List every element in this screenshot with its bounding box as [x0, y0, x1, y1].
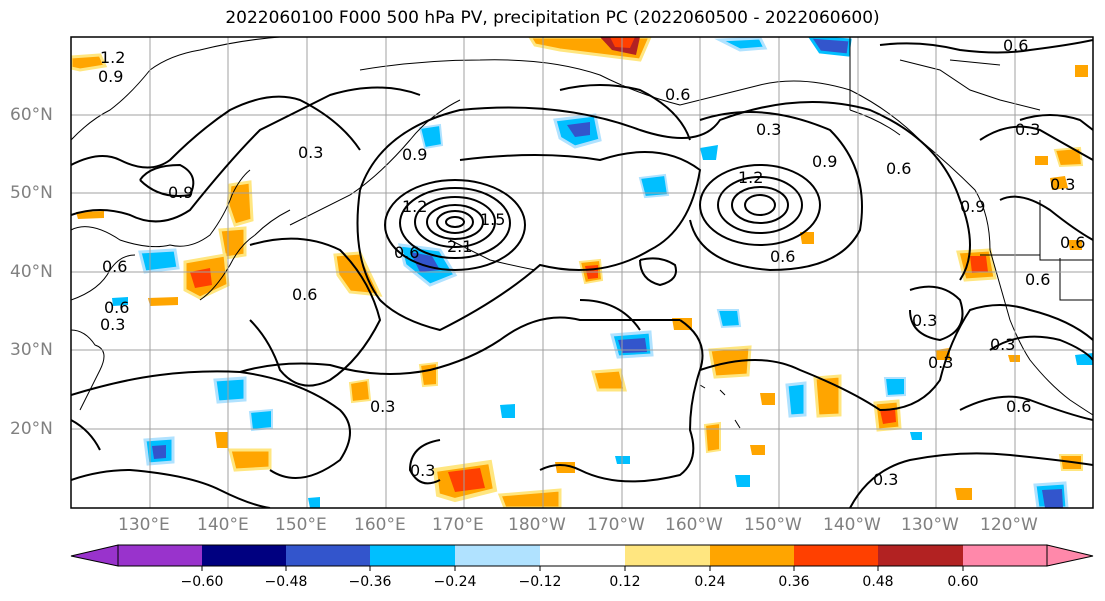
contour-label: 0.6 — [1025, 270, 1050, 289]
colorbar-segment — [878, 545, 964, 566]
contour-label: 0.6 — [886, 159, 911, 178]
colorbar-segment — [963, 545, 1047, 566]
contour-label: 0.3 — [756, 120, 781, 139]
lon-label: 130°W — [901, 515, 959, 535]
contour-label: 0.6 — [102, 257, 127, 276]
map-title: 2022060100 F000 500 hPa PV, precipitatio… — [225, 8, 880, 28]
contour-label: 0.3 — [873, 470, 898, 489]
contour-label-group: 1.2 0.9 0.3 0.9 0.6 0.6 1.2 0.9 1.5 2.1 … — [98, 36, 1085, 489]
contour-label: 0.6 — [665, 85, 690, 104]
colorbar-segment — [118, 545, 203, 566]
contour-label: 0.3 — [1015, 120, 1040, 139]
lat-label: 30°N — [10, 340, 53, 360]
contour-label: 0.6 — [1006, 397, 1031, 416]
lon-label: 180°W — [508, 515, 566, 535]
colorbar-tick-label: 0.36 — [778, 574, 810, 590]
contour-label: 0.9 — [960, 197, 985, 216]
colorbar-segment — [286, 545, 371, 566]
colorbar-segment — [202, 545, 287, 566]
map-frame — [70, 36, 1094, 509]
colorbar-segment — [710, 545, 795, 566]
lat-label: 40°N — [10, 262, 53, 282]
contour-label: 0.9 — [402, 145, 427, 164]
contour-label: 1.2 — [738, 168, 763, 187]
lon-label: 150°E — [275, 515, 327, 535]
lat-label: 50°N — [10, 183, 53, 203]
colorbar-extend-low — [70, 544, 119, 567]
lon-label: 160°W — [665, 515, 723, 535]
contour-label: 0.3 — [912, 311, 937, 330]
contour-label: 2.1 — [447, 237, 472, 256]
contour-label: 1.2 — [100, 48, 125, 67]
lon-label: 130°E — [118, 515, 170, 535]
contour-label: 0.3 — [410, 461, 435, 480]
colorbar-tick-label: 0.12 — [609, 574, 641, 590]
contour-label: 0.6 — [770, 247, 795, 266]
lon-label: 150°W — [744, 515, 802, 535]
lon-label: 170°W — [587, 515, 645, 535]
contour-label: 0.6 — [1060, 233, 1085, 252]
pv-contours — [71, 39, 1093, 508]
lat-label: 20°N — [10, 419, 53, 439]
lat-label: 60°N — [10, 105, 53, 125]
lon-label: 170°E — [432, 515, 484, 535]
colorbar-tick-label: −0.36 — [348, 574, 392, 590]
colorbar-segment — [455, 545, 541, 566]
contour-label: 0.3 — [370, 397, 395, 416]
lon-label: 120°W — [980, 515, 1038, 535]
colorbar-tick-label: −0.24 — [433, 574, 477, 590]
contour-label: 0.6 — [104, 298, 129, 317]
lon-label: 160°E — [354, 515, 406, 535]
contour-label: 0.9 — [98, 67, 123, 86]
colorbar-tick-label: −0.48 — [264, 574, 308, 590]
colorbar-tick-label: 0.60 — [947, 574, 979, 590]
lon-label: 140°E — [197, 515, 249, 535]
colorbar-tick-label: −0.60 — [180, 574, 224, 590]
contour-label: 0.6 — [1003, 36, 1028, 55]
contour-label: 0.9 — [812, 152, 837, 171]
colorbar — [70, 544, 1094, 571]
colorbar-tick-label: 0.48 — [862, 574, 894, 590]
colorbar-tick-label: −0.12 — [518, 574, 562, 590]
lon-label: 140°W — [823, 515, 881, 535]
contour-label: 1.5 — [480, 210, 505, 229]
contour-label: 0.6 — [394, 243, 419, 262]
contour-label: 0.3 — [100, 315, 125, 334]
colorbar-segment — [625, 545, 711, 566]
contour-label: 1.2 — [402, 197, 427, 216]
contour-label: 0.3 — [990, 335, 1015, 354]
contour-label: 0.3 — [928, 353, 953, 372]
contour-label: 0.6 — [292, 285, 317, 304]
colorbar-frame — [117, 544, 1048, 567]
colorbar-extend-high — [1046, 544, 1094, 567]
contour-label: 0.3 — [298, 143, 323, 162]
colorbar-tick-label: 0.24 — [694, 574, 726, 590]
contour-label: 0.9 — [168, 183, 193, 202]
colorbar-segment — [794, 545, 879, 566]
colorbar-segment — [540, 545, 626, 566]
colorbar-segment — [370, 545, 456, 566]
contour-label: 0.3 — [1050, 175, 1075, 194]
precip-field — [71, 37, 1093, 508]
